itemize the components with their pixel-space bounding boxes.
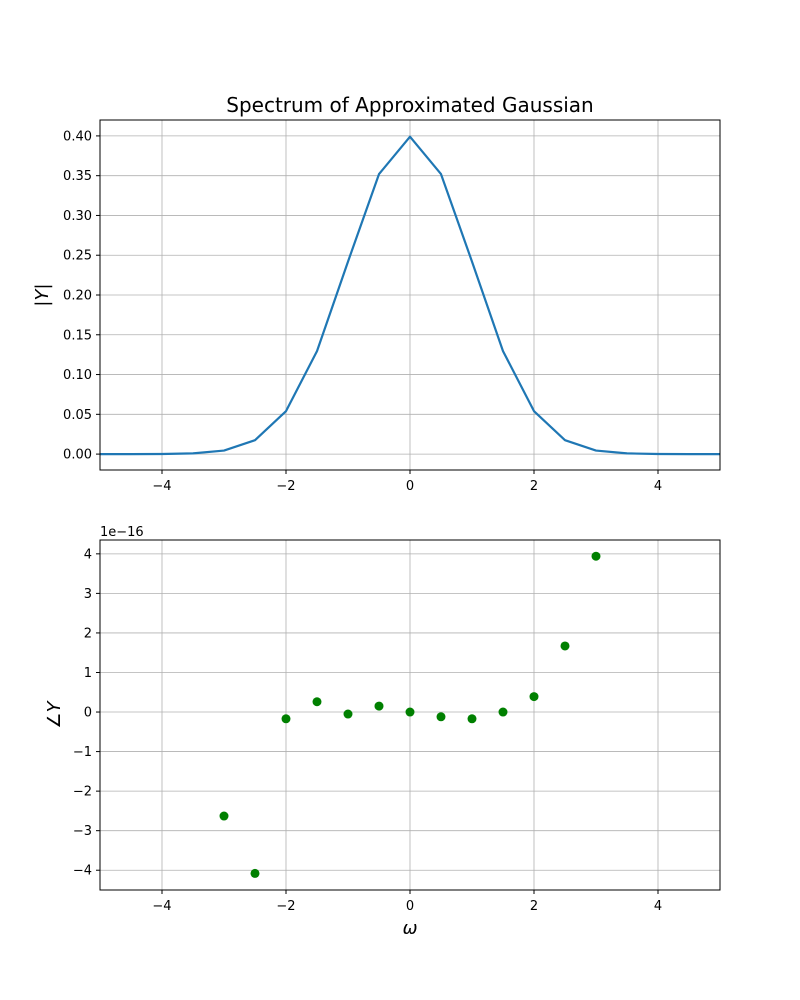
- y-tick-label: 3: [84, 587, 92, 602]
- data-point: [436, 712, 446, 722]
- x-tick-label: 2: [530, 479, 538, 494]
- y-tick-label: −4: [73, 864, 92, 879]
- x-tick-label: −2: [276, 479, 295, 494]
- y-tick-label: 1: [84, 666, 92, 681]
- y-tick-label: 4: [84, 547, 92, 562]
- data-point: [560, 641, 570, 651]
- ticks: −4 −2 0 2 4 0.00 0.05 0.10 0.15 0.20 0.25 0.30 0.35 0…: [63, 129, 662, 494]
- y-tick-label: 0.25: [63, 249, 92, 264]
- y-tick-label: 0.30: [63, 209, 92, 224]
- y-tick-label: 0.10: [63, 368, 92, 383]
- y-tick-label: −3: [73, 824, 92, 839]
- data-point: [498, 707, 508, 717]
- data-point: [219, 811, 229, 821]
- x-tick-label: 0: [406, 479, 414, 494]
- y-axis-offset-label: 1e−16: [100, 525, 144, 540]
- y-axis-label: ∠Y: [44, 699, 65, 728]
- data-point: [405, 707, 415, 717]
- ticks: −4 −2 0 2 4 −4 −3 −2 −1 0 1 2 3 4: [73, 547, 662, 914]
- data-point: [467, 714, 477, 724]
- x-tick-label: −2: [276, 899, 295, 914]
- y-tick-label: 0.20: [63, 289, 92, 304]
- data-point: [281, 714, 291, 724]
- y-tick-label: 0.05: [63, 408, 92, 423]
- y-tick-label: 0.15: [63, 328, 92, 343]
- x-tick-label: 4: [654, 899, 662, 914]
- y-tick-label: 2: [84, 626, 92, 641]
- x-tick-label: −4: [152, 899, 171, 914]
- x-axis-label: ω: [402, 918, 417, 939]
- y-axis-label: |Y|: [32, 283, 53, 306]
- y-tick-label: 0: [84, 706, 92, 721]
- grid: [100, 120, 720, 470]
- data-point: [591, 551, 601, 561]
- data-point: [250, 868, 260, 878]
- x-tick-label: 4: [654, 479, 662, 494]
- plot-area: [100, 135, 720, 456]
- data-point: [312, 697, 322, 707]
- data-point: [343, 709, 353, 719]
- grid: [100, 540, 720, 890]
- data-point: [374, 701, 384, 711]
- x-tick-label: −4: [152, 479, 171, 494]
- y-tick-label: 0.00: [63, 448, 92, 463]
- y-tick-label: 0.40: [63, 129, 92, 144]
- chart-title: Spectrum of Approximated Gaussian: [226, 93, 593, 117]
- series-line: [100, 135, 720, 456]
- phase-chart: −4 −2 0 2 4 −4 −3 −2 −1 0 1 2 3 4 1e−16 ∠Y ω: [44, 525, 721, 939]
- x-tick-label: 2: [530, 899, 538, 914]
- x-tick-label: 0: [406, 899, 414, 914]
- magnitude-chart: Spectrum of Approximated Gaussian −4 −2 0 2…: [32, 93, 721, 494]
- plot-area: [219, 551, 601, 878]
- y-tick-label: 0.35: [63, 169, 92, 184]
- y-tick-label: −2: [73, 785, 92, 800]
- data-point: [529, 692, 539, 702]
- y-tick-label: −1: [73, 745, 92, 760]
